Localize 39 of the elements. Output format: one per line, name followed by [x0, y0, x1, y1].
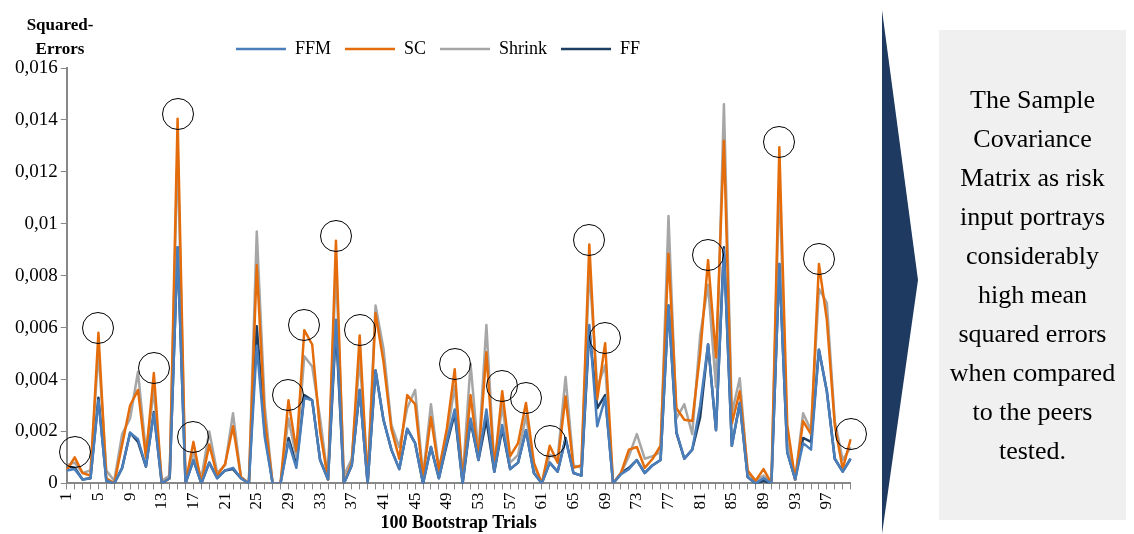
- x-tick-label: 53: [467, 492, 487, 510]
- x-tick-label: 25: [246, 492, 266, 510]
- x-tick-label: 1: [56, 492, 76, 501]
- legend-label: SC: [403, 37, 427, 58]
- x-tick-label: 45: [404, 492, 424, 510]
- x-tick-label: 89: [752, 492, 772, 510]
- text: The Sample Covariance Matrix as risk input portrays considerably high mean squared errors when compared to the peers tested.: [949, 85, 1116, 465]
- legend-label: Shrink: [499, 37, 548, 58]
- x-tick-label: 93: [784, 492, 804, 510]
- y-tick-label: 0,012: [15, 159, 58, 181]
- y-tick-label: 0,008: [15, 263, 58, 285]
- x-tick-label: 9: [119, 492, 139, 501]
- y-tick-label: 0,002: [15, 419, 58, 441]
- x-tick-label: 21: [214, 492, 234, 510]
- x-tick-label: 57: [499, 491, 519, 510]
- y-tick-label: 0,014: [15, 107, 59, 129]
- legend-label: FFM: [294, 37, 331, 58]
- x-tick-label: 13: [151, 492, 171, 510]
- x-tick-label: 77: [657, 491, 677, 510]
- y-tick-label: 0,004: [15, 367, 59, 389]
- y-tick-label: 0,006: [15, 315, 58, 337]
- x-tick-label: 37: [341, 491, 361, 510]
- x-tick-label: 5: [87, 492, 107, 501]
- x-tick-label: 69: [594, 492, 614, 510]
- x-tick-label: 97: [816, 491, 836, 510]
- x-tick-label: 65: [562, 492, 582, 510]
- x-tick-label: 81: [689, 492, 709, 510]
- x-tick-label: 73: [626, 492, 646, 510]
- y-tick-label: 0: [48, 471, 58, 493]
- x-tick-label: 17: [182, 491, 202, 510]
- x-tick-label: 49: [436, 492, 456, 510]
- x-tick-label: 61: [531, 492, 551, 510]
- y-tick-label: 0,01: [24, 211, 58, 233]
- legend-label: FF: [620, 37, 641, 58]
- x-tick-label: 33: [309, 492, 329, 510]
- x-tick-label: 29: [277, 492, 297, 510]
- x-tick-label: 85: [721, 492, 741, 510]
- x-axis-title: 100 Bootstrap Trials: [380, 511, 537, 532]
- x-tick-label: 41: [372, 492, 392, 510]
